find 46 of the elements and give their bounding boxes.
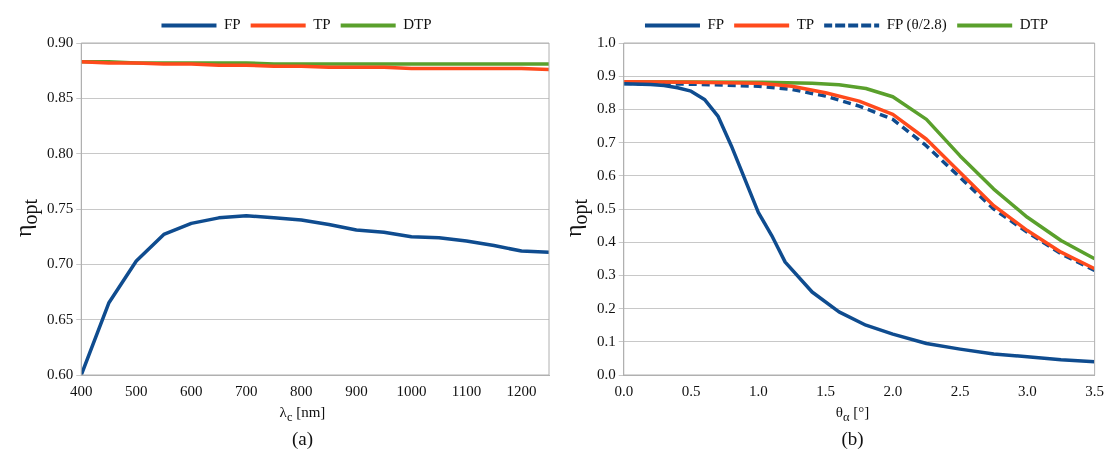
legend-label: DTP (1019, 16, 1049, 33)
x-tick-label: 3.0 (1017, 382, 1037, 399)
legend-label: DTP (403, 16, 432, 33)
x-tick-label: 0.0 (614, 382, 634, 399)
x-tick-label: 800 (290, 382, 313, 399)
x-tick-label: 700 (235, 382, 258, 399)
y-tick-label: 0.9 (597, 67, 616, 84)
x-axis-title: λ$_{c}$ [nm] (278, 404, 327, 425)
y-tick-label: 1.0 (597, 33, 616, 50)
x-tick-label: 3.5 (1085, 382, 1104, 399)
y-tick-label: 0.90 (47, 33, 74, 50)
x-tick-label: 1100 (451, 382, 482, 399)
x-tick-label: 900 (345, 382, 368, 399)
y-tick-label: 0.80 (47, 144, 74, 161)
x-tick-label: 1.0 (748, 382, 768, 399)
legend-label: FP (223, 16, 241, 33)
y-tick-label: 0.6 (597, 166, 617, 183)
x-tick-label: 400 (70, 382, 93, 399)
legend-label: TP (313, 16, 331, 33)
y-tick-label: 0.3 (597, 266, 616, 283)
legend-label: FP (707, 16, 725, 33)
y-tick-label: 0.70 (47, 255, 74, 272)
y-tick-label: 0.85 (47, 89, 74, 106)
x-axis-title: θ$_{α}$ [°] (834, 404, 871, 425)
y-tick-label: 0.2 (597, 299, 616, 316)
y-tick-label: 0.65 (47, 310, 74, 327)
y-tick-label: 0.8 (597, 100, 616, 117)
x-tick-label: 2.0 (883, 382, 903, 399)
text: (b) (840, 428, 865, 450)
y-tick-label: 0.4 (597, 233, 617, 250)
text: (a) (290, 428, 315, 450)
y-tick-label: 0.7 (597, 133, 617, 150)
x-tick-label: 0.5 (681, 382, 701, 399)
legend-label: TP (796, 16, 815, 33)
x-tick-label: 600 (180, 382, 203, 399)
y-tick-label: 0.60 (47, 365, 74, 382)
y-tick-label: 0.5 (597, 199, 616, 216)
x-tick-label: 500 (125, 382, 148, 399)
legend-label: FP (θ/2.8) (886, 16, 947, 34)
y-tick-label: 0.75 (47, 199, 74, 216)
x-tick-label: 1.5 (816, 382, 835, 399)
x-tick-label: 1000 (396, 382, 427, 399)
y-tick-label: 0.1 (597, 332, 616, 349)
x-tick-label: 2.5 (950, 382, 970, 399)
x-tick-label: 1200 (506, 382, 537, 399)
y-tick-label: 0.0 (597, 365, 616, 382)
